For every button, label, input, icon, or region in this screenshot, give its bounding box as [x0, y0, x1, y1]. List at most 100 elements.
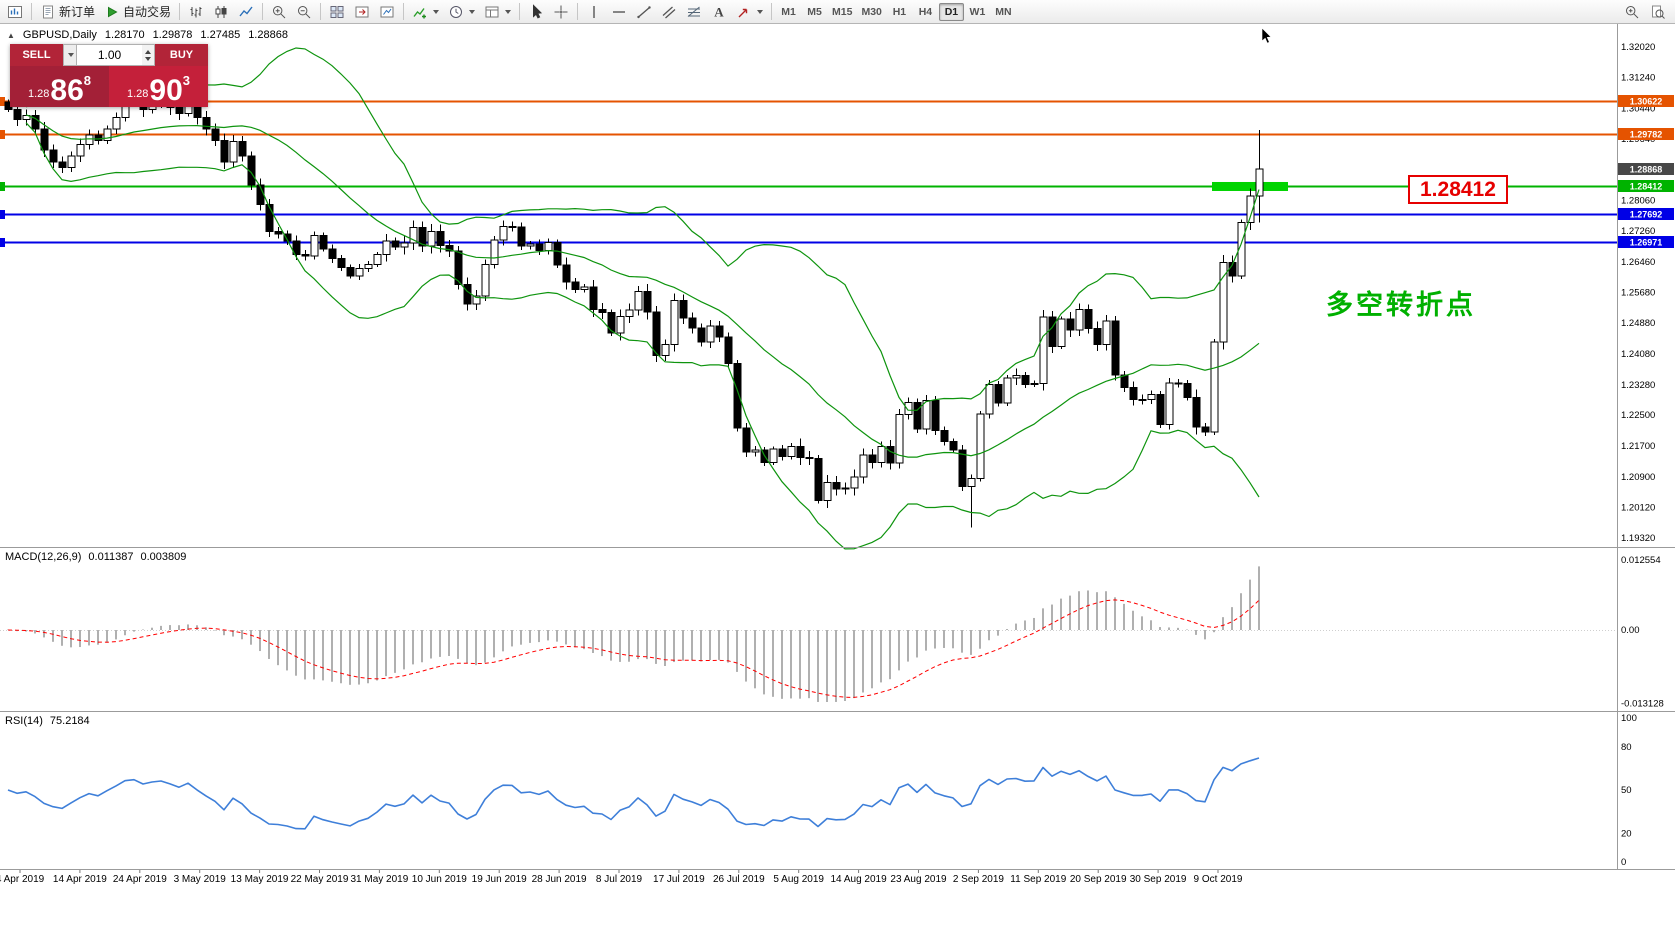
- bid-price-button[interactable]: 1.28 86 8: [10, 66, 109, 107]
- buy-button[interactable]: BUY: [155, 44, 208, 66]
- timeframe-h4-button[interactable]: H4: [918, 5, 933, 18]
- trendline-tool-button[interactable]: [632, 1, 656, 22]
- trade-panel-toggle-icon[interactable]: ▲: [7, 30, 15, 40]
- find-symbol-button[interactable]: [1646, 1, 1670, 22]
- macd-histogram-bar: [961, 630, 963, 653]
- volume-dropdown-button[interactable]: [63, 44, 77, 66]
- candle-body: [1255, 168, 1264, 197]
- chevron-down-icon: [433, 9, 440, 14]
- macd-histogram-bar: [394, 630, 396, 673]
- price-tick-label: 1.24880: [1621, 318, 1655, 329]
- text-tool-button[interactable]: A: [707, 1, 731, 22]
- timeframe-m15-button[interactable]: M15: [832, 5, 853, 18]
- sell-button[interactable]: SELL: [10, 44, 63, 66]
- candle-chart-mode-button[interactable]: [209, 1, 233, 22]
- line-chart-icon: [238, 4, 254, 20]
- macd-histogram-bar: [223, 630, 225, 636]
- zoom-in-button[interactable]: [267, 1, 291, 22]
- candle-body: [841, 487, 850, 490]
- price-tick-label: 1.23280: [1621, 380, 1655, 391]
- indicators-list-button[interactable]: [408, 1, 443, 22]
- timeframe-d1-button[interactable]: D1: [938, 2, 964, 21]
- arrows-tool-button[interactable]: [732, 1, 767, 22]
- candle-body: [661, 344, 670, 357]
- periods-list-button[interactable]: [444, 1, 479, 22]
- line-left-marker: [0, 97, 5, 106]
- macd-histogram-bar: [943, 630, 945, 648]
- bar-chart-mode-button[interactable]: [184, 1, 208, 22]
- rsi-name: RSI(14): [5, 715, 43, 727]
- new-order-button[interactable]: 新订单: [36, 1, 99, 22]
- candle-body: [625, 309, 634, 317]
- macd-histogram-bar: [124, 630, 126, 636]
- auto-scroll-button[interactable]: [375, 1, 399, 22]
- price-tag-label: 1.28412: [1630, 181, 1663, 191]
- timeframe-mn-button[interactable]: MN: [995, 5, 1012, 18]
- zoom-window-button[interactable]: [1620, 1, 1644, 22]
- timeframe-w1-button[interactable]: W1: [969, 5, 986, 18]
- chinese-annotation[interactable]: 多空转折点: [1326, 290, 1476, 320]
- chart-scroll-icon: [379, 4, 395, 20]
- rsi-tick-label: 0: [1621, 857, 1626, 868]
- timeframe-m1-button[interactable]: M1: [781, 5, 796, 18]
- macd-signal-value: 0.003809: [140, 551, 187, 563]
- candle-body: [1174, 382, 1183, 385]
- time-tick-label: 14 Apr 2019: [53, 874, 107, 885]
- highlight-rectangle[interactable]: [1212, 181, 1288, 191]
- new-chart-button[interactable]: [3, 1, 27, 22]
- chart-area[interactable]: 1.320201.312401.304401.296401.288601.280…: [0, 24, 1675, 946]
- timeframe-m30-button[interactable]: M30: [861, 5, 882, 18]
- chevron-down-icon: [505, 9, 512, 14]
- autotrading-button[interactable]: 自动交易: [100, 1, 175, 22]
- stepper-up-icon[interactable]: [145, 49, 151, 54]
- macd-histogram-bar: [448, 630, 450, 656]
- macd-histogram-bar: [187, 624, 189, 630]
- macd-histogram-bar: [1159, 627, 1161, 630]
- macd-histogram-bar: [142, 629, 144, 630]
- time-tick-label: 17 Jul 2019: [653, 874, 705, 885]
- horizontal-line-tool-button[interactable]: [607, 1, 631, 22]
- candle-body: [1084, 309, 1093, 329]
- macd-histogram-bar: [1114, 597, 1116, 630]
- new-order-icon: [40, 4, 56, 20]
- vertical-line-tool-button[interactable]: [582, 1, 606, 22]
- time-tick-label: 9 Oct 2019: [1194, 874, 1243, 885]
- price-axis[interactable]: 1.320201.312401.304401.296401.288601.280…: [1621, 42, 1655, 544]
- chart-canvas[interactable]: 1.320201.312401.304401.296401.288601.280…: [0, 24, 1675, 946]
- time-axis[interactable]: 4 Apr 2019 14 Apr 2019 24 Apr 2019 3 May 20…: [0, 870, 1243, 885]
- timeframe-m5-button[interactable]: M5: [807, 5, 822, 18]
- macd-histogram-bar: [556, 630, 558, 642]
- line-chart-mode-button[interactable]: [234, 1, 258, 22]
- crosshair-tool-button[interactable]: [549, 1, 573, 22]
- price-tag-label: 1.26971: [1630, 237, 1663, 247]
- zoom-out-button[interactable]: [292, 1, 316, 22]
- macd-histogram-bar: [430, 630, 432, 659]
- price-tick-label: 1.31240: [1621, 72, 1655, 83]
- volume-input[interactable]: [77, 45, 142, 65]
- macd-histogram-bar: [520, 630, 522, 645]
- horizontal-line-objects[interactable]: [0, 97, 1617, 247]
- fibonacci-tool-button[interactable]: [682, 1, 706, 22]
- rsi-line: [7, 757, 1260, 830]
- candle-body: [1030, 382, 1039, 386]
- macd-histogram-bar: [277, 630, 279, 666]
- macd-histogram-bar: [601, 630, 603, 657]
- candle-body: [355, 268, 364, 277]
- candle-chart-icon: [213, 4, 229, 20]
- price-tick-label: 1.20120: [1621, 502, 1655, 513]
- candle-body: [931, 400, 940, 432]
- macd-histogram-bar: [763, 630, 765, 695]
- chart-window-icon: [7, 4, 23, 20]
- bar-chart-icon: [188, 4, 204, 20]
- timeframe-h1-button[interactable]: H1: [892, 5, 907, 18]
- cursor-tool-button[interactable]: [524, 1, 548, 22]
- price-callout-label[interactable]: 1.28412: [1408, 175, 1508, 204]
- volume-stepper[interactable]: [142, 44, 155, 66]
- ask-price-button[interactable]: 1.28 90 3: [109, 66, 208, 107]
- macd-histogram-bar: [907, 630, 909, 662]
- templates-list-button[interactable]: [480, 1, 515, 22]
- stepper-down-icon[interactable]: [145, 56, 151, 61]
- channel-tool-button[interactable]: [657, 1, 681, 22]
- tile-windows-button[interactable]: [325, 1, 349, 22]
- chart-shift-button[interactable]: [350, 1, 374, 22]
